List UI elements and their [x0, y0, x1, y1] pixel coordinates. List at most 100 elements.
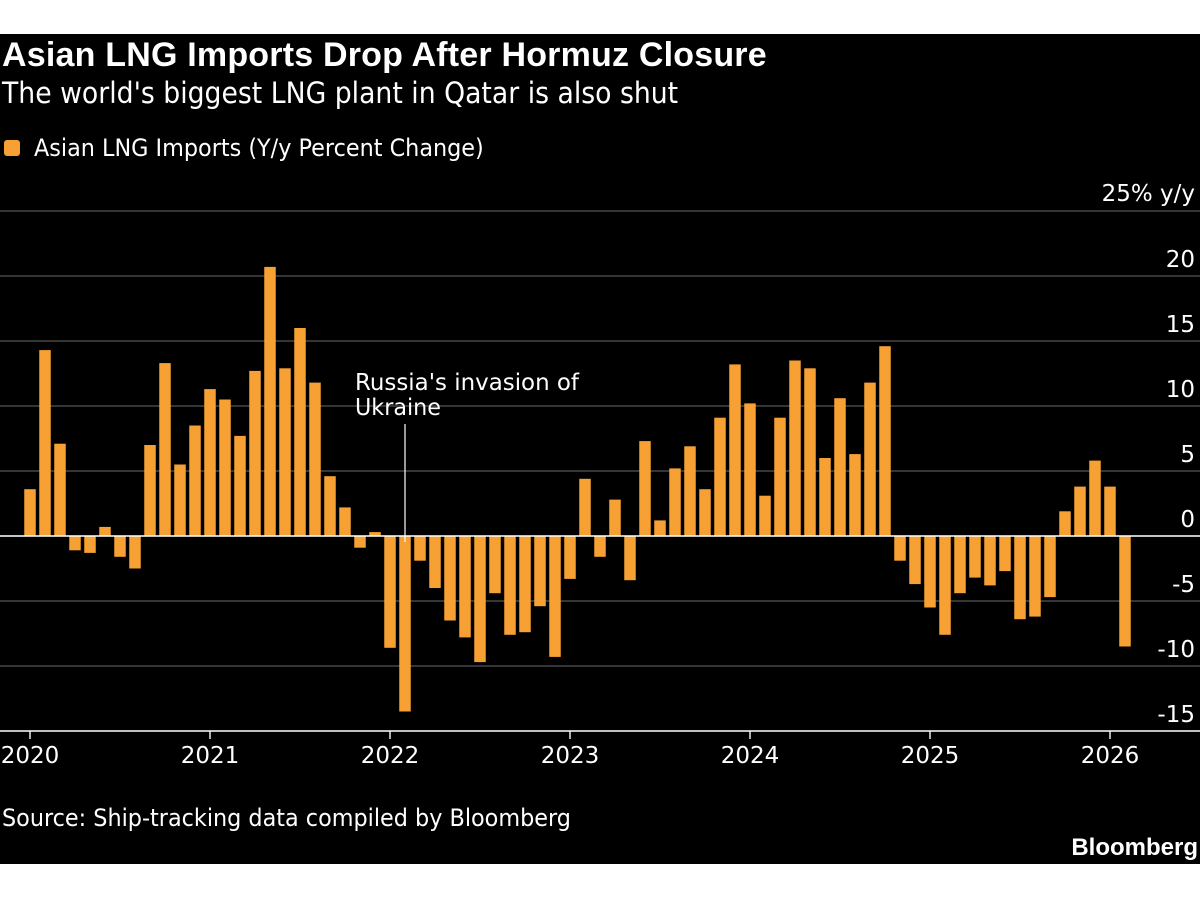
- bar: [129, 536, 141, 569]
- bar: [294, 328, 306, 536]
- y-tick-label: 5: [1180, 442, 1195, 468]
- bar: [339, 507, 351, 536]
- bar: [1014, 536, 1026, 620]
- bar: [519, 536, 531, 633]
- bar: [924, 536, 936, 608]
- bar: [399, 536, 411, 712]
- annotation-label: Ukraine: [355, 395, 441, 421]
- bar: [669, 468, 681, 536]
- bar: [264, 266, 276, 536]
- bar: [654, 520, 666, 536]
- bar: [684, 446, 696, 536]
- x-tick-label: 2023: [541, 743, 600, 769]
- bar: [324, 476, 336, 536]
- bar: [984, 536, 996, 586]
- x-tick-label: 2020: [1, 743, 60, 769]
- bar: [99, 526, 111, 536]
- bar: [789, 360, 801, 536]
- bar: [249, 370, 261, 536]
- bar: [564, 536, 576, 579]
- bar: [144, 445, 156, 536]
- chart-subtitle: The world's biggest LNG plant in Qatar i…: [2, 76, 679, 110]
- chart-title: Asian LNG Imports Drop After Hormuz Clos…: [2, 36, 767, 74]
- bar: [1059, 511, 1071, 536]
- legend-label: Asian LNG Imports (Y/y Percent Change): [34, 134, 484, 162]
- bar: [969, 536, 981, 578]
- bar: [594, 536, 606, 557]
- bar: [504, 536, 516, 635]
- bar: [354, 536, 366, 548]
- legend-swatch: [4, 140, 20, 156]
- bar: [759, 495, 771, 536]
- bar: [219, 399, 231, 536]
- bar: [804, 368, 816, 536]
- bar: [1104, 486, 1116, 536]
- y-tick-label: 25% y/y: [1102, 181, 1195, 207]
- bar: [729, 364, 741, 536]
- bar: [429, 536, 441, 588]
- bar: [864, 382, 876, 536]
- bar: [174, 464, 186, 536]
- bar: [1074, 486, 1086, 536]
- bar: [309, 382, 321, 536]
- bar: [39, 350, 51, 536]
- source-note: Source: Ship-tracking data compiled by B…: [2, 804, 571, 832]
- x-tick-label: 2025: [901, 743, 960, 769]
- bar: [534, 536, 546, 607]
- bar: [579, 478, 591, 536]
- bar: [909, 536, 921, 585]
- bar: [24, 489, 36, 536]
- bar: [624, 536, 636, 581]
- y-tick-label: 20: [1166, 247, 1195, 273]
- bar: [384, 536, 396, 648]
- x-tick-label: 2024: [721, 743, 780, 769]
- bar: [444, 536, 456, 621]
- bar: [189, 425, 201, 536]
- bar: [1044, 536, 1056, 598]
- bar: [774, 417, 786, 536]
- bar: [69, 536, 81, 551]
- y-tick-label: 0: [1180, 507, 1195, 533]
- bar: [999, 536, 1011, 572]
- bar: [609, 499, 621, 536]
- y-tick-label: -5: [1172, 572, 1195, 598]
- bar: [204, 389, 216, 536]
- brand-logo: Bloomberg: [1071, 834, 1198, 861]
- bar: [114, 536, 126, 557]
- bar: [714, 417, 726, 536]
- bar: [1029, 536, 1041, 617]
- bar: [489, 536, 501, 594]
- bar: [474, 536, 486, 663]
- annotation-label: Russia's invasion of: [355, 370, 580, 396]
- bar: [939, 536, 951, 635]
- y-tick-label: 15: [1166, 312, 1195, 338]
- bar: [639, 441, 651, 536]
- bar: [849, 454, 861, 536]
- bar: [549, 536, 561, 657]
- bar: [159, 363, 171, 536]
- chart-panel: Asian LNG Imports Drop After Hormuz Clos…: [0, 34, 1200, 864]
- bar: [54, 443, 66, 536]
- bar: [834, 398, 846, 536]
- bar: [84, 536, 96, 553]
- x-tick-label: 2022: [361, 743, 420, 769]
- bar: [414, 536, 426, 561]
- bar: [1119, 536, 1131, 647]
- y-tick-label: -15: [1157, 702, 1195, 728]
- bar: [744, 403, 756, 536]
- bar: [369, 532, 381, 536]
- bar: [699, 489, 711, 536]
- legend: Asian LNG Imports (Y/y Percent Change): [4, 134, 518, 162]
- bar: [954, 536, 966, 594]
- bar: [879, 346, 891, 536]
- y-tick-label: 10: [1166, 377, 1195, 403]
- x-tick-label: 2021: [181, 743, 240, 769]
- x-tick-label: 2026: [1081, 743, 1140, 769]
- y-tick-label: -10: [1157, 637, 1195, 663]
- bar: [819, 458, 831, 536]
- bar: [459, 536, 471, 638]
- bar: [1089, 460, 1101, 536]
- bar: [234, 435, 246, 536]
- bar: [894, 536, 906, 561]
